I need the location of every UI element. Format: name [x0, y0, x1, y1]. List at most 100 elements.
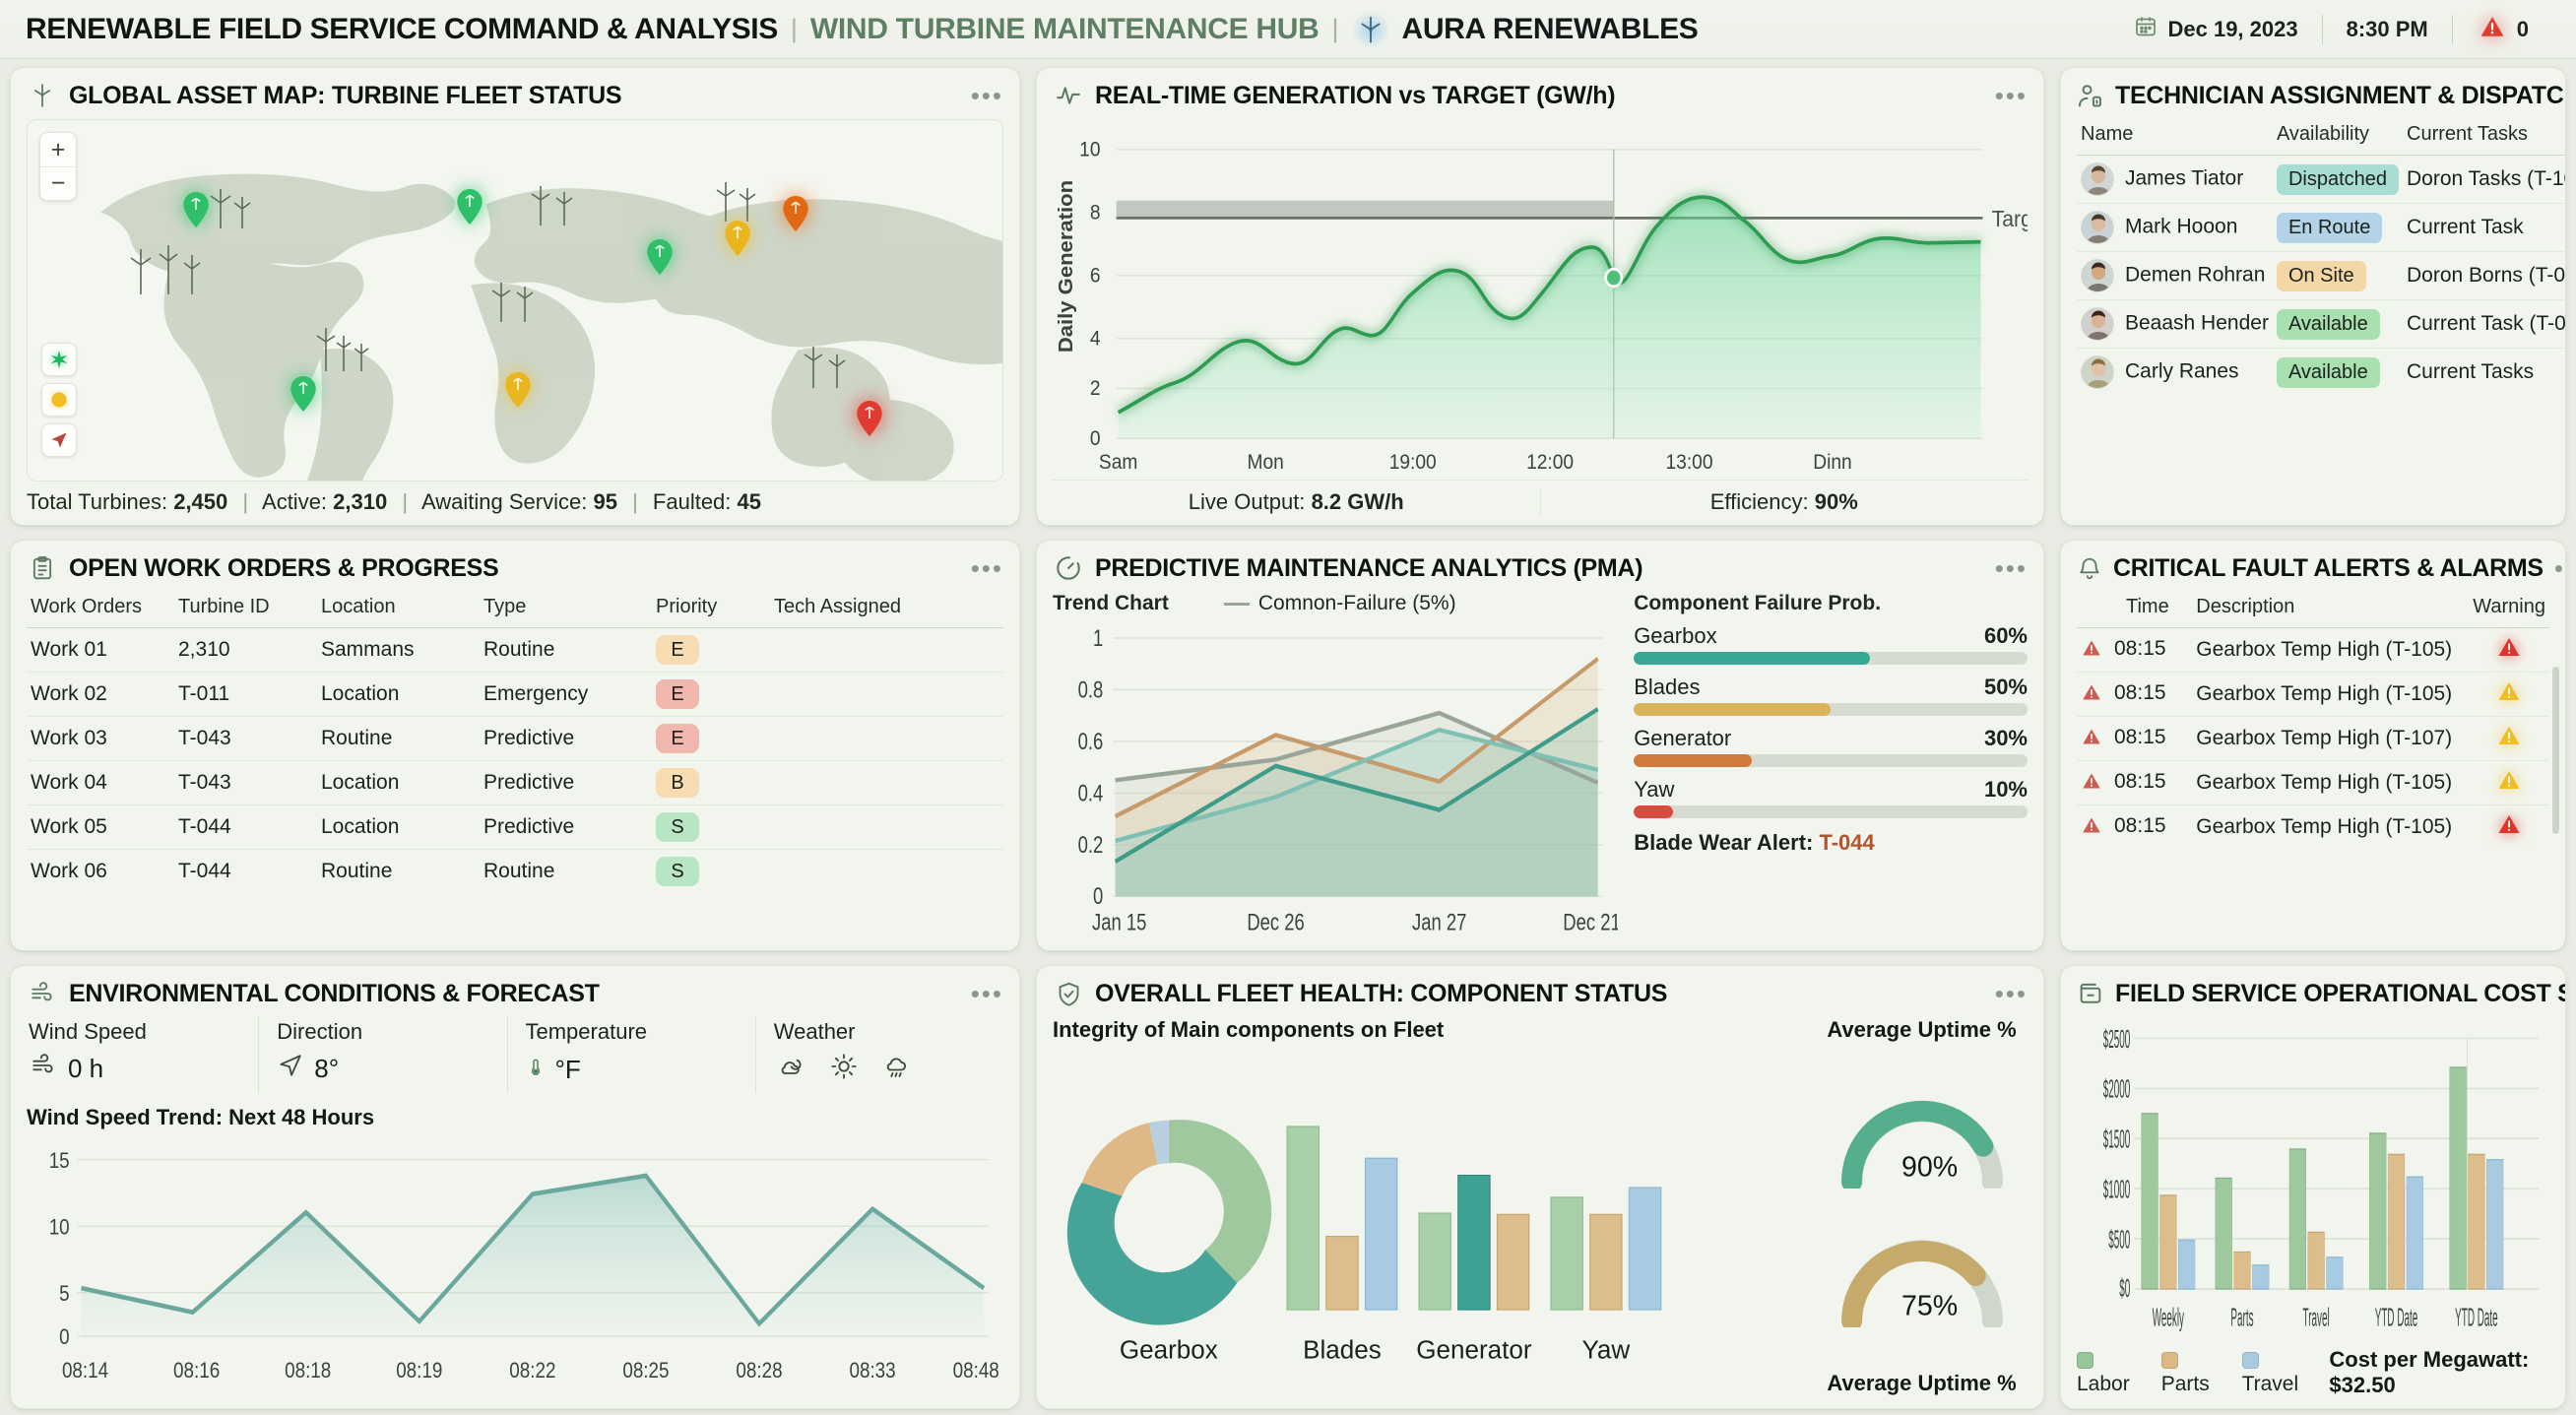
- component-progress: [1634, 805, 2028, 818]
- component-name: Blades: [1634, 675, 1701, 699]
- wind-turbine-icon: [27, 80, 58, 111]
- world-map[interactable]: + −: [27, 119, 1003, 482]
- turbine-cluster-icon: [316, 328, 369, 372]
- card-menu-button[interactable]: •••: [970, 81, 1003, 110]
- map-pin-green[interactable]: [183, 192, 210, 228]
- table-row[interactable]: Beaash Hender Available Current Task (T-…: [2077, 299, 2565, 349]
- map-pin-green[interactable]: [290, 375, 317, 412]
- svg-text:YTD Date: YTD Date: [2455, 1305, 2497, 1332]
- pma-trend-chart: 1 0.8 0.6 0.4 0.2 0 Jan 15: [1078, 626, 1619, 935]
- wind-turbine-icon: [1351, 9, 1391, 49]
- table-row[interactable]: 08:15 Gearbox Temp High (T-105): [2077, 627, 2549, 673]
- card-title: CRITICAL FAULT ALERTS & ALARMS: [2113, 553, 2544, 582]
- table-row[interactable]: Work 06 T-044 Routine Routine S: [27, 849, 1003, 893]
- table-row[interactable]: Work 04 T-043 Location Predictive B: [27, 760, 1003, 805]
- type-cell: Predictive: [480, 804, 652, 850]
- table-row[interactable]: Demen Rohran On Site Doron Borns (T-044)…: [2077, 251, 2565, 300]
- type-cell: Routine: [480, 627, 652, 673]
- card-title: GLOBAL ASSET MAP: TURBINE FLEET STATUS: [69, 81, 622, 109]
- alarm-indicator[interactable]: 0: [2453, 14, 2550, 45]
- pma-body: Trend Chart Comnon-Failure (5%) 1 0.8 0.…: [1053, 592, 2028, 940]
- card-header: ENVIRONMENTAL CONDITIONS & FORECAST •••: [27, 978, 1003, 1009]
- blade-wear-alert: Blade Wear Alert: T-044: [1634, 830, 2028, 856]
- date-chip[interactable]: Dec 19, 2023: [2110, 14, 2321, 44]
- priority-cell: E: [652, 716, 770, 761]
- map-pin-orange[interactable]: [783, 195, 808, 231]
- zoom-out-button[interactable]: −: [40, 166, 76, 200]
- weather-label: Weather: [773, 1019, 856, 1044]
- total-turbines-label: Total Turbines:: [27, 489, 168, 514]
- warning-triangle-icon: [2496, 812, 2522, 842]
- alerts-scrollbar[interactable]: [2552, 667, 2559, 834]
- uptime-gauges-section: Average Uptime % 90% 75% Average Upt: [1816, 1017, 2028, 1398]
- alert-warning-cell: [2456, 627, 2549, 673]
- table-row[interactable]: Carly Ranes Available Current Tasks Wind…: [2077, 348, 2565, 396]
- generation-chart: 10 8 6 4 2 0 Daily Generation Targe: [1053, 119, 2043, 478]
- availability-cell: On Site: [2272, 251, 2403, 300]
- table-row[interactable]: James Tiator Dispatched Doron Tasks (T-1…: [2077, 155, 2565, 204]
- legend-label-parts: Parts: [2160, 1373, 2210, 1395]
- card-menu-button[interactable]: •••: [970, 553, 1003, 583]
- table-row[interactable]: Work 02 T-011 Location Emergency E: [27, 672, 1003, 717]
- warning-triangle-icon: [2496, 635, 2522, 665]
- table-row[interactable]: 08:15 Gearbox Temp High (T-105): [2077, 804, 2549, 849]
- table-header-row: Work Orders Turbine ID Location Type Pri…: [27, 592, 1003, 628]
- table-row[interactable]: Mark Hooon En Route Current Task Wind T-…: [2077, 203, 2565, 252]
- wind-speed-stat: Wind Speed 0 h: [27, 1017, 258, 1093]
- table-row[interactable]: 08:15 Gearbox Temp High (T-107): [2077, 716, 2549, 761]
- alert-warning-cell: [2456, 804, 2549, 849]
- wind-speed-label: Wind Speed: [29, 1019, 147, 1044]
- map-layer-controls[interactable]: [41, 343, 77, 457]
- svg-text:10: 10: [1079, 139, 1100, 161]
- svg-text:$0: $0: [2119, 1276, 2130, 1304]
- svg-text:15: 15: [49, 1148, 70, 1173]
- component-value: 60%: [1983, 623, 2028, 648]
- table-row[interactable]: Work 01 2,310 Sammans Routine E: [27, 627, 1003, 673]
- card-menu-button[interactable]: •••: [1994, 81, 2028, 110]
- cost-per-megawatt: Cost per Megawatt: $32.50: [2329, 1347, 2549, 1398]
- pma-trend-header: Trend Chart Comnon-Failure (5%): [1053, 592, 1618, 615]
- card-menu-button[interactable]: •••: [1994, 553, 2028, 583]
- progress-cell: [770, 716, 1003, 761]
- card-menu-button[interactable]: •••: [970, 979, 1003, 1008]
- shield-check-icon: [1053, 978, 1084, 1009]
- table-row[interactable]: Work 05 T-044 Location Predictive S: [27, 804, 1003, 850]
- warning-status-icon[interactable]: [41, 383, 77, 417]
- direction-stat: Direction 8°: [258, 1017, 506, 1093]
- legend-label-travel: Travel: [2241, 1373, 2299, 1395]
- map-pin-green[interactable]: [456, 188, 483, 225]
- navigate-icon[interactable]: [41, 423, 77, 457]
- map-footer-stats: Total Turbines: 2,450 | Active: 2,310 | …: [27, 489, 762, 514]
- alert-triangle-icon: [2081, 815, 2102, 841]
- card-menu-button[interactable]: •••: [2553, 553, 2565, 583]
- priority-badge: S: [656, 812, 699, 842]
- svg-text:Dec 26: Dec 26: [1247, 910, 1304, 935]
- zoom-in-button[interactable]: +: [50, 135, 66, 163]
- turbine-cluster-icon: [491, 283, 534, 323]
- table-header-row: Name Availability Current Tasks Site Loc…: [2077, 119, 2565, 156]
- map-pin-red[interactable]: [856, 401, 882, 437]
- col-name: Name: [2081, 123, 2134, 145]
- type-cell: Routine: [480, 849, 652, 893]
- table-row[interactable]: 08:15 Gearbox Temp High (T-105): [2077, 760, 2549, 805]
- active-status-icon[interactable]: [41, 343, 77, 376]
- col-current-tasks: Current Tasks: [2407, 123, 2529, 145]
- technician-dispatch-panel: TECHNICIAN ASSIGNMENT & DISPATCH ••• Nam…: [2060, 67, 2566, 526]
- environmental-panel: ENVIRONMENTAL CONDITIONS & FORECAST ••• …: [10, 965, 1020, 1409]
- svg-text:08:25: 08:25: [622, 1359, 669, 1383]
- map-pin-green[interactable]: [646, 238, 673, 275]
- temperature-value: °F: [554, 1055, 581, 1084]
- fleet-integrity-section: Integrity of Main components on Fleet Ge…: [1053, 1017, 1810, 1398]
- map-pin-amber[interactable]: [505, 372, 531, 409]
- header-time: 8:30 PM: [2346, 16, 2428, 41]
- turbine-id-cell: T-043: [174, 760, 317, 805]
- map-zoom-controls[interactable]: + −: [39, 132, 77, 201]
- progress-cell: [770, 760, 1003, 805]
- table-row[interactable]: Work 03 T-043 Routine Predictive E: [27, 716, 1003, 761]
- card-menu-button[interactable]: •••: [1994, 979, 2028, 1008]
- table-row[interactable]: 08:15 Gearbox Temp High (T-105): [2077, 672, 2549, 717]
- temperature-value-row: °F: [526, 1053, 747, 1087]
- alert-triangle-icon: [2081, 682, 2102, 708]
- svg-text:0.8: 0.8: [1078, 677, 1104, 703]
- map-pin-amber[interactable]: [725, 221, 750, 257]
